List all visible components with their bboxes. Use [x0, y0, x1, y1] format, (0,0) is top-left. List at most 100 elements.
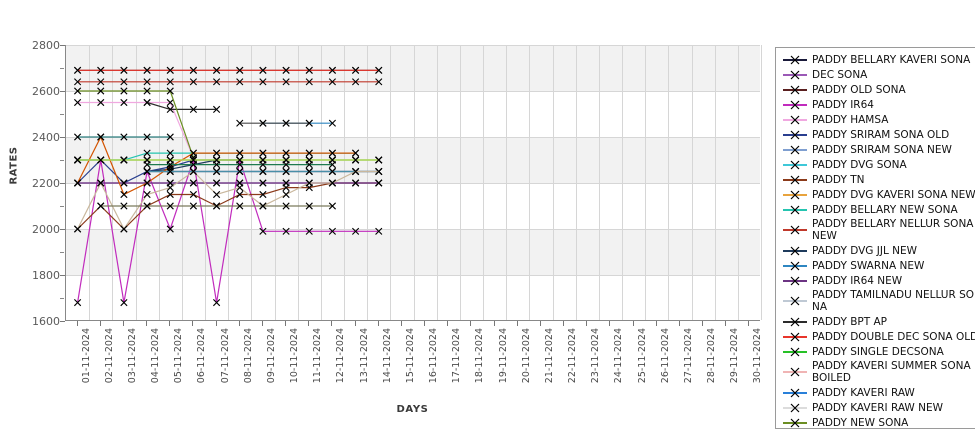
legend-item-label: PADDY KAVERI RAW NEW [812, 401, 944, 414]
legend-item[interactable]: PADDY NEW SONA [776, 415, 975, 428]
vertical-gridline [598, 45, 600, 320]
y-tick-mark-minor [60, 252, 64, 253]
legend-item[interactable]: PADDY IR64 NEW [776, 273, 975, 288]
x-tick-label: 07-11-2024 [219, 328, 231, 384]
legend-item[interactable]: PADDY BELLARY KAVERI SONA [776, 52, 975, 67]
data-point-marker [305, 167, 313, 176]
vertical-gridline [552, 45, 554, 320]
data-point-marker [259, 149, 267, 157]
data-point-marker [73, 87, 82, 95]
x-tick-mark [748, 321, 750, 326]
legend-marker-icon [782, 401, 808, 415]
legend-item[interactable]: PADDY TN [776, 172, 975, 187]
vertical-gridline [668, 45, 670, 320]
data-point-marker [259, 119, 267, 127]
series-path [77, 101, 194, 158]
legend-item-label: PADDY DVG KAVERI SONA NEW [812, 188, 975, 201]
data-point-marker [166, 184, 174, 192]
data-point-marker [351, 78, 360, 86]
legend-item[interactable]: PADDY SWARNA NEW [776, 258, 975, 273]
legend-marker-icon [782, 274, 808, 288]
x-tick-label: 29-11-2024 [729, 328, 741, 384]
data-point-marker [375, 227, 383, 235]
vertical-gridline [390, 45, 392, 320]
x-tick-mark [655, 321, 657, 326]
legend-box[interactable]: PADDY BELLARY KAVERI SONA DEC SONA PADDY O… [775, 47, 975, 429]
data-point-marker [73, 133, 82, 141]
legend-item-label: PADDY OLD SONA [812, 83, 906, 96]
legend-item[interactable]: PADDY DVG SONA [776, 157, 975, 172]
x-tick-label: 02-11-2024 [103, 328, 115, 384]
x-tick-label: 13-11-2024 [358, 328, 370, 384]
series-line [73, 87, 198, 162]
y-tick-label: 2800 [32, 39, 60, 52]
x-tick-mark [470, 321, 472, 326]
data-point-marker [236, 167, 244, 176]
legend-item[interactable]: PADDY KAVERI SUMMER SONA BOILED [776, 359, 975, 385]
data-point-marker [351, 66, 360, 74]
x-tick-mark [424, 321, 426, 326]
data-point-marker [143, 78, 151, 86]
data-point-marker [189, 78, 198, 86]
legend-item-label: PADDY SRIRAM SONA NEW [812, 143, 952, 156]
y-tick-mark-minor [60, 68, 64, 69]
data-point-marker [189, 156, 198, 164]
x-tick-mark [354, 321, 356, 326]
x-tick-mark [539, 321, 541, 326]
series-path [77, 182, 379, 230]
legend-marker-icon [782, 244, 808, 258]
legend-item[interactable]: PADDY BELLARY NELLUR SONA NEW [776, 217, 975, 243]
data-point-marker [212, 105, 221, 113]
legend-item[interactable]: PADDY IR64 [776, 97, 975, 112]
data-point-marker [97, 156, 105, 164]
y-tick-label: 1600 [32, 315, 60, 328]
data-point-marker [143, 156, 151, 164]
data-point-marker [73, 156, 82, 164]
plot-area [65, 45, 762, 321]
vertical-gridline [529, 45, 531, 320]
legend-item[interactable]: PADDY BPT AP [776, 314, 975, 329]
data-point-marker [212, 149, 221, 157]
data-point-marker [282, 167, 290, 176]
data-point-marker [97, 179, 105, 187]
x-tick-mark [308, 321, 310, 326]
data-point-marker [305, 66, 313, 74]
legend-item[interactable]: PADDY SRIRAM SONA OLD [776, 127, 975, 142]
y-tick-mark [60, 321, 65, 322]
data-point-marker [73, 78, 82, 86]
legend-item[interactable]: PADDY OLD SONA [776, 82, 975, 97]
legend-marker-icon [782, 68, 808, 82]
data-point-marker [375, 167, 383, 176]
y-tick-label: 2200 [32, 177, 60, 190]
data-point-marker [212, 167, 221, 176]
legend-item[interactable]: PADDY TAMILNADU NELLUR SO NA [776, 288, 975, 314]
horizontal-gridline [66, 183, 760, 184]
legend-item[interactable]: PADDY DVG KAVERI SONA NEW [776, 187, 975, 202]
legend-marker-icon [782, 315, 808, 329]
y-tick-label: 2600 [32, 85, 60, 98]
x-tick-mark [493, 321, 495, 326]
data-point-marker [236, 78, 244, 86]
x-tick-mark [725, 321, 727, 326]
series-line [143, 167, 383, 176]
legend-item[interactable]: PADDY SRIRAM SONA NEW [776, 142, 975, 157]
data-point-marker [212, 78, 221, 86]
legend-item[interactable]: PADDY HAMSA [776, 112, 975, 127]
vertical-gridline [413, 45, 415, 320]
legend-marker-icon [782, 98, 808, 112]
legend-item[interactable]: PADDY BELLARY NEW SONA [776, 202, 975, 217]
legend-item[interactable]: PADDY KAVERI RAW [776, 385, 975, 400]
legend-item-label: PADDY BELLARY NELLUR SONA NEW [812, 218, 974, 242]
series-line [73, 66, 383, 74]
legend-item[interactable]: PADDY KAVERI RAW NEW [776, 400, 975, 415]
legend-item[interactable]: DEC SONA [776, 67, 975, 82]
legend-item[interactable]: PADDY DOUBLE DEC SONA OLD [776, 329, 975, 344]
data-point-marker [166, 78, 174, 86]
data-point-marker [305, 227, 313, 235]
data-point-marker [120, 299, 128, 307]
y-tick-label: 1800 [32, 269, 60, 282]
data-point-marker [120, 66, 128, 74]
legend-item[interactable]: PADDY DVG JJL NEW [776, 243, 975, 258]
legend-item[interactable]: PADDY SINGLE DECSONA [776, 344, 975, 359]
